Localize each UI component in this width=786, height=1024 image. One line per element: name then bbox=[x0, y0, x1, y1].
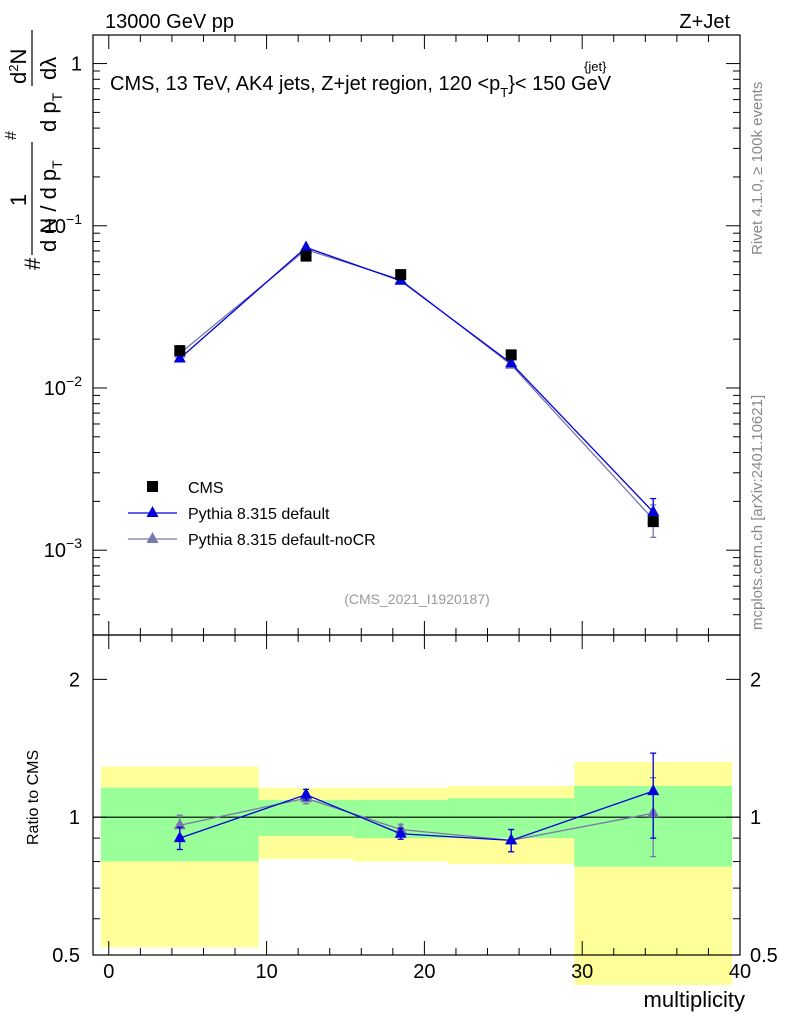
main-default-point-4 bbox=[647, 504, 660, 516]
main-ytick-label-3: 10−3 bbox=[44, 535, 82, 562]
ylabel-dpt-sub: T bbox=[49, 92, 65, 101]
ratio-ytick-label-left-1: 1 bbox=[69, 807, 80, 829]
ylabel-dn-dpt: d N / d pT bbox=[36, 160, 65, 252]
legend-marker-nocr bbox=[146, 532, 159, 543]
ratio-ytick-label-left-0: 0.5 bbox=[52, 945, 80, 967]
plot-title: CMS, 13 TeV, AK4 jets, Z+jet region, 120… bbox=[110, 73, 612, 100]
plot-title-sub: T bbox=[500, 85, 508, 100]
main-cms-point-1 bbox=[300, 250, 312, 262]
main-axes-group: 110−110−210−3 bbox=[44, 35, 741, 636]
ylabel-dn-dpt-sub: T bbox=[49, 160, 65, 169]
mcplots-source-note: mcplots.cern.ch [arXiv:2401.10621] bbox=[749, 395, 766, 630]
ratio-uncertainty-bands bbox=[100, 761, 733, 985]
ratio-axes-group: 0.5 0.51 12 20 10 20 30 40 bbox=[52, 635, 778, 983]
main-cms-point-4 bbox=[647, 516, 659, 528]
main-cms-point-3 bbox=[505, 349, 517, 361]
main-default-point-1 bbox=[300, 240, 313, 252]
ratio-ytick-label-right-1: 1 bbox=[750, 807, 761, 829]
main-ytick-label-1: 10−1 bbox=[44, 211, 82, 238]
legend-label-nocr: Pythia 8.315 default-noCR bbox=[188, 532, 376, 549]
rivet-version-note: Rivet 4.1.0, ≥ 100k events bbox=[749, 82, 766, 255]
process-label: Z+Jet bbox=[679, 11, 730, 33]
ratio-nocr-point-0 bbox=[173, 818, 186, 830]
legend-label-cms: CMS bbox=[188, 480, 224, 497]
main-cms-point-0 bbox=[174, 345, 186, 357]
ylabel-d2n: d2N bbox=[6, 49, 31, 84]
main-ytick-base-0: 1 bbox=[71, 54, 82, 76]
main-ytick-exp-2: −2 bbox=[66, 373, 82, 389]
main-default-point-0 bbox=[173, 351, 186, 363]
x-tick-label-1: 10 bbox=[255, 961, 277, 983]
x-tick-label-2: 20 bbox=[413, 961, 435, 983]
ratio-ylabel: Ratio to CMS bbox=[25, 750, 42, 845]
plot-title-end: }< 150 GeV bbox=[508, 73, 612, 95]
x-axis-label: multiplicity bbox=[644, 987, 745, 1012]
legend: CMS Pythia 8.315 default Pythia 8.315 de… bbox=[128, 480, 376, 549]
ylabel-dpt: d pT bbox=[36, 92, 65, 132]
ratio-default-point-4 bbox=[647, 784, 660, 796]
ratio-default-point-3 bbox=[505, 833, 518, 845]
legend-marker-cms bbox=[147, 481, 158, 492]
main-series-group bbox=[173, 240, 660, 538]
ratio-series-group bbox=[173, 752, 660, 858]
legend-marker-default bbox=[146, 506, 159, 517]
main-ytick-base-3: 10 bbox=[44, 540, 66, 562]
main-ytick-base-2: 10 bbox=[44, 378, 66, 400]
legend-label-default: Pythia 8.315 default bbox=[188, 506, 330, 523]
ratio-ytick-label-right-0: 0.5 bbox=[750, 945, 778, 967]
main-default-point-3 bbox=[505, 356, 518, 368]
x-tick-label-4: 40 bbox=[729, 961, 751, 983]
ratio-default-point-0 bbox=[173, 831, 186, 843]
main-cms-point-2 bbox=[395, 269, 407, 281]
x-tick-label-3: 30 bbox=[571, 961, 593, 983]
ylabel-dlambda: dλ bbox=[36, 57, 61, 80]
main-ylabel: # 1 d N / d pT # d pT d2N dλ bbox=[3, 30, 65, 270]
ylabel-dpt-text: d p bbox=[36, 101, 61, 132]
x-tick-label-0: 0 bbox=[103, 961, 114, 983]
main-ytick-exp-3: −3 bbox=[66, 535, 82, 551]
ylabel-n-text: N bbox=[6, 49, 31, 65]
ratio-default-point-2 bbox=[394, 826, 407, 838]
main-nocr-line bbox=[179, 248, 654, 520]
ylabel-hash-2: # bbox=[3, 131, 20, 140]
plot-title-main: CMS, 13 TeV, AK4 jets, Z+jet region, 120… bbox=[110, 73, 500, 95]
ratio-ytick-label-left-2: 2 bbox=[69, 669, 80, 691]
ylabel-one: 1 bbox=[6, 194, 31, 206]
ylabel-sup-2: 2 bbox=[6, 65, 21, 72]
main-ytick-base-1: 10 bbox=[44, 216, 66, 238]
plot-title-superscript: {jet} bbox=[584, 59, 607, 74]
main-ytick-exp-1: −1 bbox=[66, 211, 82, 227]
main-default-line bbox=[179, 246, 654, 513]
ratio-ytick-label-right-2: 2 bbox=[750, 669, 761, 691]
ylabel-d-text: d bbox=[6, 72, 31, 84]
ylabel-hash-1: # bbox=[20, 257, 45, 270]
analysis-watermark: (CMS_2021_I1920187) bbox=[344, 591, 490, 607]
ylabel-dn-dpt-text: d N / d p bbox=[36, 169, 61, 252]
main-ytick-label-0: 1 bbox=[71, 54, 82, 76]
ratio-default-point-1 bbox=[300, 787, 313, 799]
ratio-panel-frame bbox=[92, 634, 741, 956]
main-ytick-label-2: 10−2 bbox=[44, 373, 82, 400]
energy-label: 13000 GeV pp bbox=[105, 11, 234, 33]
